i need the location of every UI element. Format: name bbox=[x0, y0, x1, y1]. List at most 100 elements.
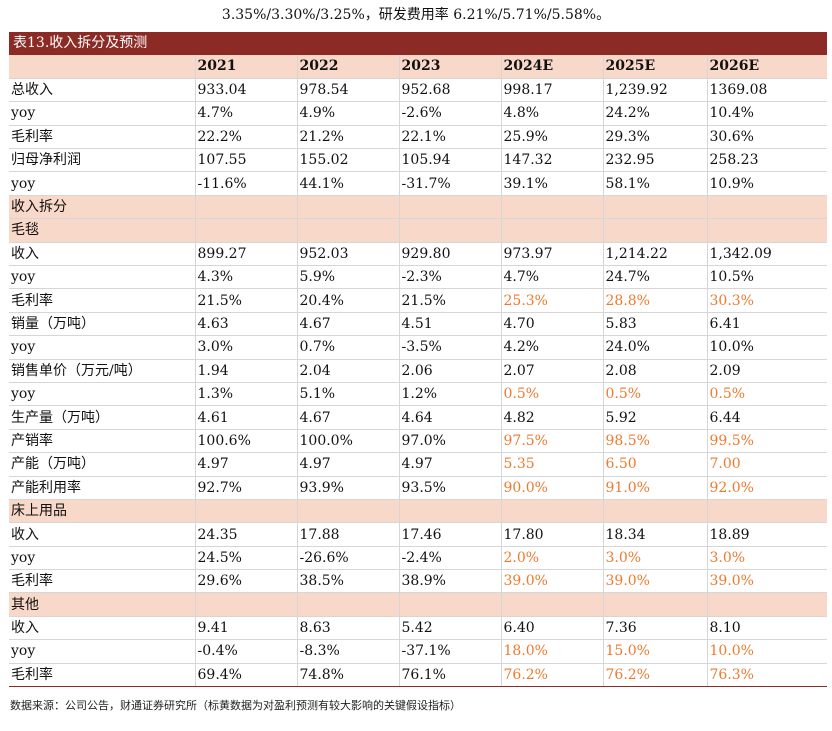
section-empty-cell bbox=[297, 499, 400, 524]
value-cell: -2.3% bbox=[399, 265, 502, 290]
value-cell: 3.0% bbox=[195, 335, 298, 360]
value-cell: 8.10 bbox=[707, 616, 827, 641]
value-cell: 232.95 bbox=[603, 148, 708, 173]
value-cell: 0.5% bbox=[501, 382, 604, 407]
value-cell: -26.6% bbox=[297, 546, 400, 571]
section-empty-cell bbox=[399, 499, 502, 524]
value-cell: 76.3% bbox=[707, 663, 827, 688]
value-cell: 100.0% bbox=[297, 429, 400, 454]
value-cell: 4.9% bbox=[297, 101, 400, 126]
value-cell: 6.40 bbox=[501, 616, 604, 641]
section-empty-cell bbox=[399, 218, 502, 243]
value-cell: 30.6% bbox=[707, 125, 827, 150]
value-cell: 18.89 bbox=[707, 522, 827, 547]
value-cell: 6.44 bbox=[707, 405, 827, 430]
section-row: 其他 bbox=[9, 592, 827, 617]
section-empty-cell bbox=[297, 195, 400, 220]
table-row: 生产量（万吨） 4.61 4.67 4.64 4.82 5.92 6.44 bbox=[9, 405, 827, 430]
value-cell: 76.2% bbox=[603, 663, 708, 688]
value-cell: 2.07 bbox=[501, 359, 604, 383]
value-cell: 39.0% bbox=[501, 569, 604, 594]
table-row: 毛利率 22.2% 21.2% 22.1% 25.9% 29.3% 30.6% bbox=[9, 125, 827, 150]
row-label: 毛利率 bbox=[9, 663, 196, 688]
value-cell: 258.23 bbox=[707, 148, 827, 173]
row-label: yoy bbox=[9, 546, 196, 571]
row-label: 归母净利润 bbox=[9, 148, 196, 173]
section-empty-cell bbox=[707, 499, 827, 524]
value-cell: 1.94 bbox=[195, 359, 298, 383]
table-body: 总收入 933.04 978.54 952.68 998.17 1,239.92 1369.… bbox=[9, 78, 827, 688]
value-cell: 58.1% bbox=[603, 171, 708, 196]
value-cell: 39.1% bbox=[501, 171, 604, 196]
value-cell: 4.67 bbox=[297, 405, 400, 430]
table-row: 归母净利润 107.55 155.02 105.94 147.32 232.95 258.2… bbox=[9, 148, 827, 173]
value-cell: 6.41 bbox=[707, 312, 827, 337]
table-row: yoy -11.6% 44.1% -31.7% 39.1% 58.1% 10.9% bbox=[9, 171, 827, 196]
value-cell: 952.68 bbox=[399, 78, 502, 103]
year-header: 2025E bbox=[603, 55, 708, 79]
section-empty-cell bbox=[195, 499, 298, 524]
row-label: yoy bbox=[9, 101, 196, 126]
value-cell: 17.88 bbox=[297, 522, 400, 547]
value-cell: 4.97 bbox=[195, 452, 298, 477]
row-label: 产销率 bbox=[9, 429, 196, 454]
row-label: 销量（万吨） bbox=[9, 312, 196, 337]
value-cell: 30.3% bbox=[707, 288, 827, 313]
table-row: yoy 3.0% 0.7% -3.5% 4.2% 24.0% 10.0% bbox=[9, 335, 827, 360]
value-cell: 18.34 bbox=[603, 522, 708, 547]
value-cell: 4.67 bbox=[297, 312, 400, 337]
value-cell: 7.36 bbox=[603, 616, 708, 641]
value-cell: 15.0% bbox=[603, 639, 708, 664]
row-label: 毛利率 bbox=[9, 125, 196, 150]
value-cell: 22.2% bbox=[195, 125, 298, 150]
value-cell: 25.3% bbox=[501, 288, 604, 313]
row-label: 总收入 bbox=[9, 78, 196, 103]
value-cell: 4.7% bbox=[195, 101, 298, 126]
row-label: yoy bbox=[9, 265, 196, 290]
value-cell: -0.4% bbox=[195, 639, 298, 664]
table-row: yoy 4.3% 5.9% -2.3% 4.7% 24.7% 10.5% bbox=[9, 265, 827, 290]
row-label: 毛利率 bbox=[9, 569, 196, 594]
section-empty-cell bbox=[707, 592, 827, 617]
year-header: 2023 bbox=[399, 55, 502, 79]
value-cell: 5.92 bbox=[603, 405, 708, 430]
value-cell: 4.82 bbox=[501, 405, 604, 430]
value-cell: 90.0% bbox=[501, 476, 604, 500]
value-cell: 4.8% bbox=[501, 101, 604, 126]
section-empty-cell bbox=[603, 499, 708, 524]
section-empty-cell bbox=[399, 195, 502, 220]
value-cell: 10.5% bbox=[707, 265, 827, 290]
table-row: 销售单价（万元/吨） 1.94 2.04 2.06 2.07 2.08 2.09 bbox=[9, 359, 827, 383]
value-cell: 44.1% bbox=[297, 171, 400, 196]
value-cell: 38.9% bbox=[399, 569, 502, 594]
value-cell: 952.03 bbox=[297, 242, 400, 267]
value-cell: 0.5% bbox=[603, 382, 708, 407]
section-empty-cell bbox=[603, 195, 708, 220]
value-cell: -3.5% bbox=[399, 335, 502, 360]
section-empty-cell bbox=[707, 195, 827, 220]
value-cell: 0.5% bbox=[707, 382, 827, 407]
section-empty-cell bbox=[501, 195, 604, 220]
value-cell: 20.4% bbox=[297, 288, 400, 313]
value-cell: -11.6% bbox=[195, 171, 298, 196]
value-cell: 74.8% bbox=[297, 663, 400, 688]
value-cell: 24.0% bbox=[603, 335, 708, 360]
table-row: 毛利率 21.5% 20.4% 21.5% 25.3% 28.8% 30.3% bbox=[9, 288, 827, 313]
value-cell: 147.32 bbox=[501, 148, 604, 173]
value-cell: 155.02 bbox=[297, 148, 400, 173]
table-row: 销量（万吨） 4.63 4.67 4.51 4.70 5.83 6.41 bbox=[9, 312, 827, 337]
value-cell: 97.0% bbox=[399, 429, 502, 454]
section-empty-cell bbox=[195, 218, 298, 243]
value-cell: 28.8% bbox=[603, 288, 708, 313]
value-cell: 18.0% bbox=[501, 639, 604, 664]
value-cell: 92.7% bbox=[195, 476, 298, 500]
year-header: 2026E bbox=[707, 55, 827, 79]
value-cell: 25.9% bbox=[501, 125, 604, 150]
section-row: 毛毯 bbox=[9, 218, 827, 243]
value-cell: 6.50 bbox=[603, 452, 708, 477]
value-cell: 24.5% bbox=[195, 546, 298, 571]
value-cell: 91.0% bbox=[603, 476, 708, 500]
value-cell: 76.2% bbox=[501, 663, 604, 688]
value-cell: 10.0% bbox=[707, 335, 827, 360]
section-empty-cell bbox=[399, 592, 502, 617]
